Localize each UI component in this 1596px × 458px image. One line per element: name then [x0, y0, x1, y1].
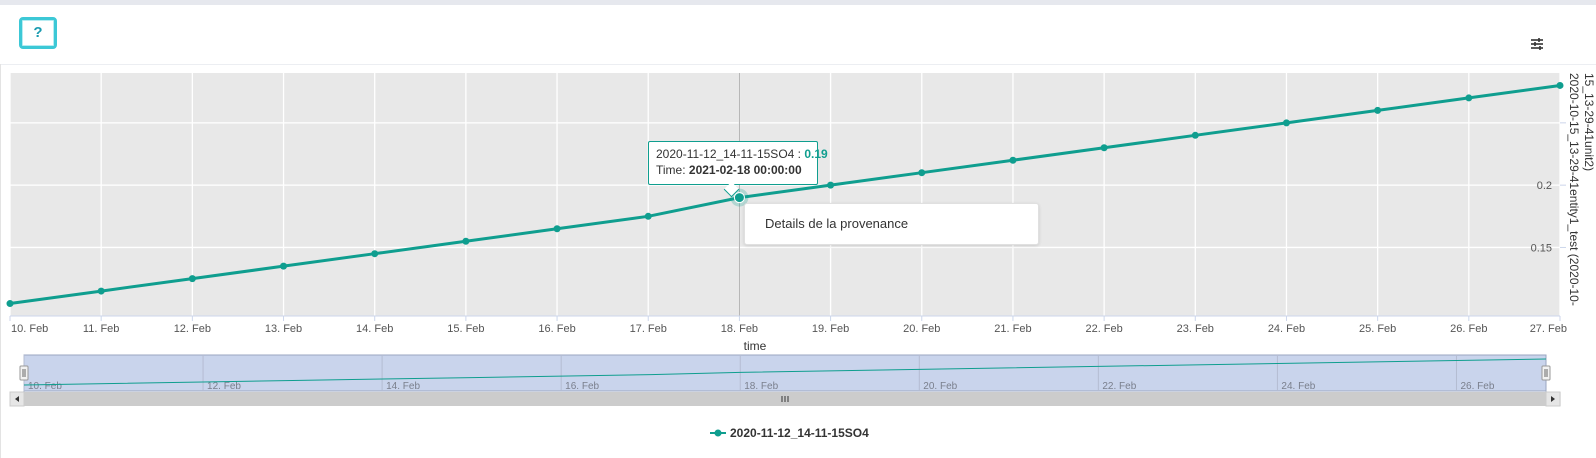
navigator-tick-label: 24. Feb [1281, 381, 1315, 392]
x-axis-title: time [744, 339, 767, 353]
scroll-right-icon [1551, 396, 1555, 402]
legend-symbol [710, 429, 726, 437]
y-tick-label: 0.2 [1537, 180, 1552, 192]
data-point [1556, 81, 1564, 89]
scroll-left-icon [15, 396, 19, 402]
panel-border [0, 64, 1, 458]
navigator-tick-label: 18. Feb [744, 381, 778, 392]
navigator-series-line [23, 358, 1547, 386]
x-tick-label: 14. Feb [356, 323, 393, 335]
x-tick-label: 27. Feb [1530, 323, 1567, 335]
menu-item-provenance-details[interactable]: Details de la provenance [765, 216, 909, 231]
data-point [644, 212, 652, 220]
x-tick-label: 24. Feb [1268, 323, 1305, 335]
x-tick-label: 13. Feb [265, 323, 302, 335]
legend-label[interactable]: 2020-11-12_14-11-15SO4 [730, 426, 869, 440]
data-point [733, 192, 745, 204]
navigator-tick-label: 10. Feb [28, 381, 62, 392]
toolbar: ? [0, 5, 1596, 65]
y-axis-title: 2020-10-15_13-29-41entity1_test (2020-10… [1567, 73, 1596, 306]
tooltip-series-name: 2020-11-12_14-11-15SO4 [656, 147, 795, 161]
help-button[interactable]: ? [19, 17, 57, 49]
x-tick-label: 20. Feb [903, 323, 940, 335]
navigator-tick-label: 26. Feb [1460, 381, 1494, 392]
context-menu: Details de la provenance [744, 203, 1039, 245]
data-point [553, 225, 561, 233]
tooltip-separator: : [794, 147, 805, 161]
tooltip-value: 0.19 [804, 147, 828, 161]
x-tick-label: 17. Feb [630, 323, 667, 335]
top-strip [0, 0, 1596, 5]
navigator-handle-right [1541, 365, 1551, 381]
series-line-group [9, 83, 1561, 306]
plot-area [10, 73, 1560, 316]
navigator-tick-label: 20. Feb [923, 381, 957, 392]
x-tick-label: 23. Feb [1177, 323, 1214, 335]
x-tick-label: 15. Feb [447, 323, 484, 335]
data-point [97, 287, 105, 295]
navigator-tick-label: 16. Feb [565, 381, 599, 392]
data-tooltip: 2020-11-12_14-11-15SO4 : 0.19 Time: 2021… [648, 141, 828, 185]
data-point [6, 300, 14, 308]
data-point [827, 181, 835, 189]
data-point [1374, 106, 1382, 114]
sliders-icon[interactable] [1530, 38, 1544, 50]
data-point [462, 237, 470, 245]
x-tick-label: 18. Feb [721, 323, 758, 335]
y-tick-label: 0.15 [1531, 242, 1552, 254]
data-point [1465, 94, 1473, 102]
data-point [1100, 144, 1108, 152]
y-axis-title-line: 2020-10-15_13-29-41entity1_test (2020-10… [1567, 73, 1581, 306]
data-point [1282, 119, 1290, 127]
line-chart: 10. Feb 11. Feb 12. Feb 13. Feb 14. Feb 15. F… [6, 73, 1596, 407]
data-point [371, 250, 379, 258]
tooltip-time-label: Time: [656, 163, 689, 177]
x-tick-label: 16. Feb [538, 323, 575, 335]
navigator-handle-left [19, 365, 29, 381]
horizontal-gridlines [10, 122, 1560, 249]
x-tick-label: 19. Feb [812, 323, 849, 335]
tooltip-time-value: 2021-02-18 00:00:00 [688, 163, 802, 177]
x-tick-label: 25. Feb [1359, 323, 1396, 335]
data-point [188, 275, 196, 283]
data-point [1009, 156, 1017, 164]
x-tick-label: 21. Feb [994, 323, 1031, 335]
data-point [1191, 131, 1199, 139]
y-axis-title-line: 15_13-29-41unit2) [1582, 73, 1596, 171]
x-axis: 10. Feb 11. Feb 12. Feb 13. Feb 14. Feb 15. F… [9, 315, 1567, 335]
x-tick-label: 22. Feb [1085, 323, 1122, 335]
x-tick-label: 10. Feb [11, 323, 48, 335]
x-tick-label: 26. Feb [1450, 323, 1487, 335]
navigator-tick-label: 12. Feb [207, 381, 241, 392]
data-point [918, 169, 926, 177]
navigator: 10. Feb 12. Feb 14. Feb 16. Feb 18. Feb 20. F… [19, 354, 1551, 392]
series-line [9, 83, 1561, 306]
y-axis: 0.15 0.2 [1531, 122, 1566, 254]
scrollbar [9, 391, 1561, 407]
data-point [280, 262, 288, 270]
navigator-selection [23, 354, 1547, 392]
x-tick-label: 12. Feb [174, 323, 211, 335]
navigator-tick-label: 14. Feb [386, 381, 420, 392]
navigator-tick-label: 22. Feb [1102, 381, 1136, 392]
x-tick-label: 11. Feb [83, 323, 120, 335]
